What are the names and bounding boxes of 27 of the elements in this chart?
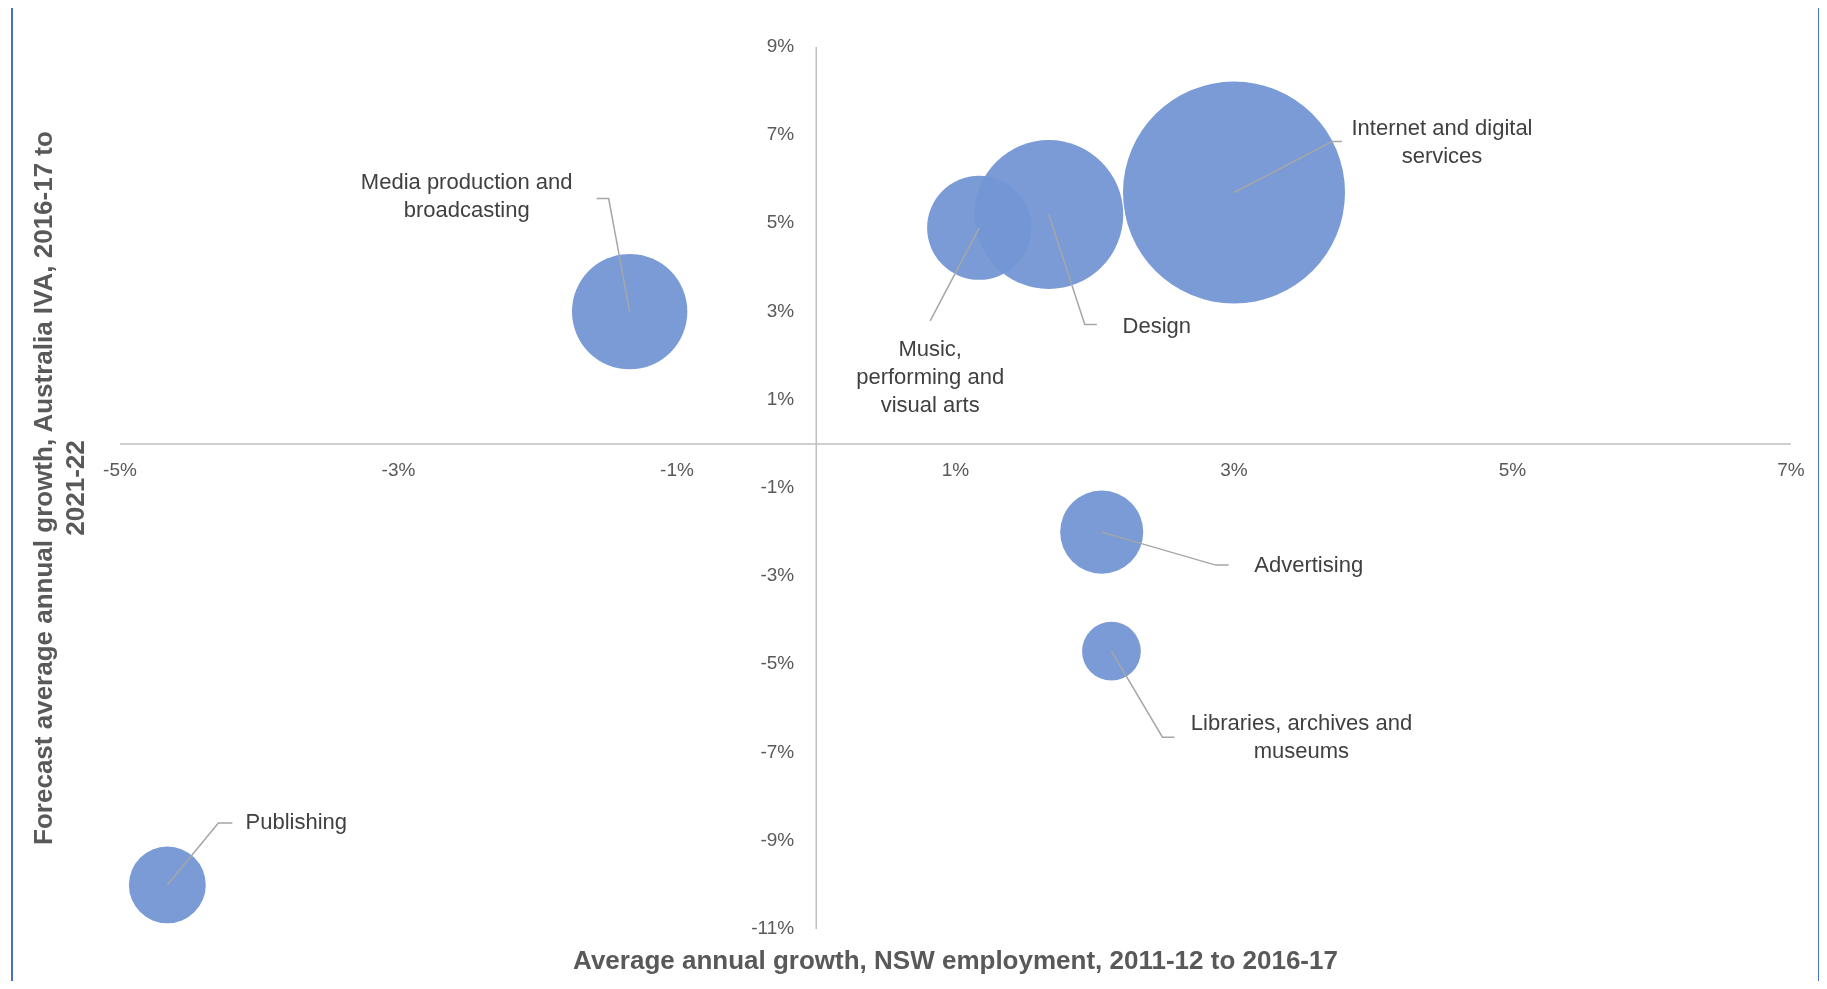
text: Media production and broadcasting xyxy=(360,168,573,222)
text: Design xyxy=(1122,312,1192,338)
series-label: Internet and digital services xyxy=(1351,114,1533,168)
y-tick-label: -5% xyxy=(760,652,795,674)
y-tick-label: -1% xyxy=(760,476,795,498)
y-tick-label: 5% xyxy=(766,211,795,233)
x-tick-label: 5% xyxy=(1498,458,1527,480)
x-tick-label: 1% xyxy=(941,458,970,480)
text: Libraries, archives and museums xyxy=(1190,709,1413,763)
y-tick-label: -3% xyxy=(760,564,795,586)
text: Publishing xyxy=(245,808,348,834)
x-axis-title: Average annual growth, NSW employment, 2011-12 to 2016-17 xyxy=(573,945,1338,975)
text: Advertising xyxy=(1254,551,1364,577)
y-tick-label: -9% xyxy=(760,828,795,850)
y-tick-label: 1% xyxy=(766,387,795,409)
y-tick-label: -11% xyxy=(751,917,795,939)
x-tick-label: -3% xyxy=(381,458,416,480)
x-tick-label: 7% xyxy=(1777,458,1805,480)
y-tick-label: 3% xyxy=(766,299,795,321)
y-tick-label: 7% xyxy=(766,123,795,145)
text: Music, performing and visual arts xyxy=(856,335,1005,417)
x-tick-label: -1% xyxy=(660,458,694,480)
x-tick-label: 3% xyxy=(1220,458,1248,480)
y-tick-label: -7% xyxy=(760,740,795,762)
y-axis-title: Forecast average annual growth, Australia IVA, 2016-17 to 2021-22 xyxy=(28,131,90,845)
y-tick-label: 9% xyxy=(766,35,795,57)
x-tick-label: -5% xyxy=(103,458,137,480)
